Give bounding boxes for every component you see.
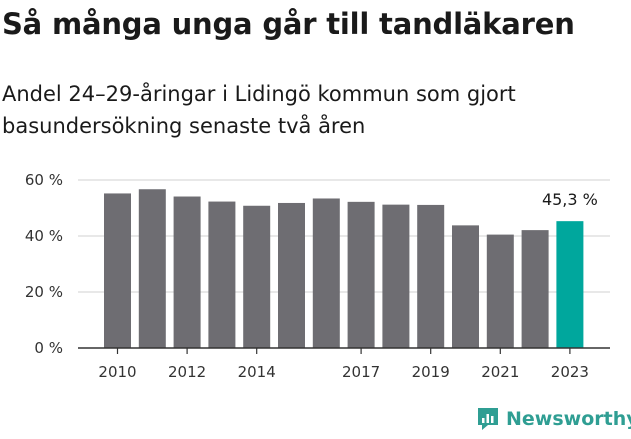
x-tick-label: 2019 bbox=[412, 363, 450, 381]
bar bbox=[138, 189, 166, 348]
x-tick-label: 2010 bbox=[98, 363, 136, 381]
x-tick-label: 2021 bbox=[481, 363, 519, 381]
y-tick-label: 0 % bbox=[34, 339, 63, 357]
bar-highlight bbox=[556, 221, 584, 348]
bars bbox=[104, 189, 584, 348]
y-tick-label: 60 % bbox=[25, 171, 63, 189]
x-tick-label: 2014 bbox=[238, 363, 276, 381]
x-tick-label: 2023 bbox=[551, 363, 589, 381]
bar bbox=[208, 201, 236, 348]
x-tick-label: 2012 bbox=[168, 363, 206, 381]
bar bbox=[278, 202, 305, 348]
brand-name: Newsworthy bbox=[506, 408, 631, 430]
y-tick-label: 20 % bbox=[25, 283, 63, 301]
bar bbox=[452, 225, 479, 348]
bar bbox=[173, 196, 201, 348]
x-tick-label: 2017 bbox=[342, 363, 380, 381]
brand-logo: Newsworthy bbox=[476, 406, 631, 432]
data-label: 45,3 % bbox=[542, 190, 598, 209]
bar bbox=[486, 234, 514, 348]
bar bbox=[382, 204, 410, 348]
bar bbox=[417, 204, 445, 348]
page-title: Så många unga går till tandläkaren bbox=[2, 7, 575, 41]
bar bbox=[521, 230, 549, 348]
gridlines bbox=[78, 179, 610, 293]
newsworthy-logo-icon bbox=[478, 408, 498, 430]
bar bbox=[312, 198, 340, 348]
bar bbox=[104, 193, 131, 348]
bar bbox=[347, 201, 375, 348]
y-tick-label: 40 % bbox=[25, 227, 63, 245]
labels: 0 % 20 % 40 % 60 % 2010 2012 2014 2017 2019 2021 2… bbox=[25, 171, 598, 381]
axes bbox=[78, 347, 610, 354]
chart-subtitle: Andel 24–29-åringar i Lidingö kommun som… bbox=[2, 82, 516, 138]
bar bbox=[243, 205, 271, 348]
